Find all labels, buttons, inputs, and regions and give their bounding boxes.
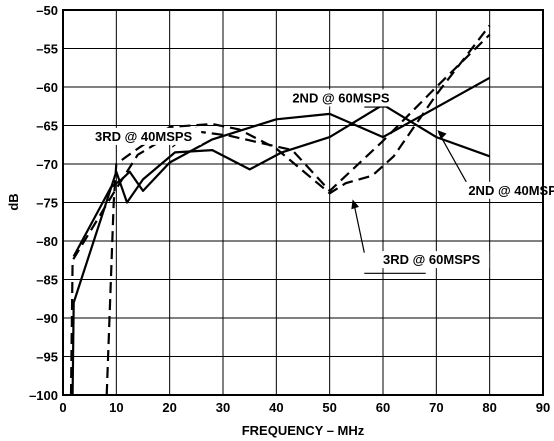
y-tick-label: –70 — [36, 157, 58, 172]
x-tick-label: 50 — [322, 400, 336, 415]
annotation-bg — [380, 251, 490, 269]
series-line-3 — [105, 24, 491, 396]
x-tick-label: 90 — [536, 400, 550, 415]
series-lines — [69, 24, 491, 396]
annotation-leader — [353, 202, 365, 253]
y-tick-label: –95 — [36, 350, 58, 365]
annotation-leaders — [171, 106, 469, 274]
y-tick-label: –100 — [29, 388, 58, 403]
annotation-label-2: 3RD @ 40MSPS — [95, 129, 193, 144]
y-axis-title: dB — [6, 193, 21, 210]
arrowhead — [351, 199, 360, 210]
y-tick-label: –50 — [36, 3, 58, 18]
annotation-label-3: 2ND @ 40MSPS — [468, 183, 554, 198]
y-tick-label: –65 — [36, 119, 58, 134]
annotation-bg — [289, 89, 399, 107]
annotation-bg — [92, 127, 202, 145]
annotation-leader — [438, 132, 469, 186]
plot-frame — [62, 9, 544, 396]
tick-labels: 0 10 20 30 40 50 60 70 80 90 –100 –95 –90 –85 –80 –75 –7… — [29, 3, 550, 415]
x-tick-label: 20 — [162, 400, 176, 415]
y-tick-label: –90 — [36, 311, 58, 326]
arrowhead — [437, 130, 447, 140]
annotation-bg — [465, 181, 554, 199]
x-tick-label: 0 — [59, 400, 66, 415]
annotation-label-4: 3RD @ 60MSPS — [383, 252, 481, 267]
x-tick-label: 70 — [429, 400, 443, 415]
y-tick-label: –75 — [36, 196, 58, 211]
annotation-label-1: 2ND @ 60MSPS — [292, 90, 390, 105]
grid — [63, 10, 543, 395]
y-tick-label: –85 — [36, 273, 58, 288]
x-axis-title: FREQUENCY – MHz — [242, 423, 365, 438]
series-line-4 — [69, 33, 491, 396]
y-tick-label: –55 — [36, 42, 58, 57]
x-tick-label: 40 — [269, 400, 283, 415]
annotations: 2ND @ 60MSPS 3RD @ 40MSPS 2ND @ 40MSPS 3RD … — [92, 89, 554, 269]
x-tick-label: 60 — [376, 400, 390, 415]
y-tick-label: –80 — [36, 234, 58, 249]
x-tick-label: 80 — [482, 400, 496, 415]
y-tick-label: –60 — [36, 80, 58, 95]
series-line-2 — [72, 76, 491, 257]
x-tick-label: 30 — [216, 400, 230, 415]
x-tick-label: 10 — [109, 400, 123, 415]
